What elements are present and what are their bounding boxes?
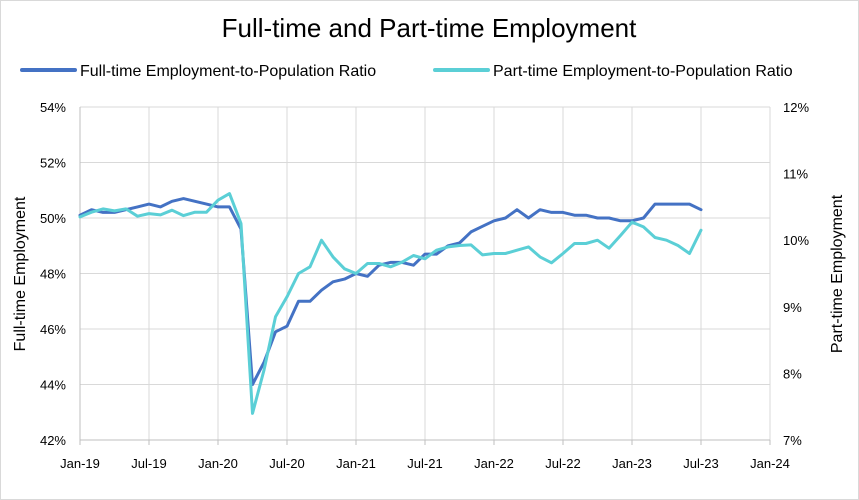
x-tick-label: Jul-19 (131, 456, 166, 471)
y-left-axis-title: Full-time Employment (12, 196, 29, 351)
chart-title: Full-time and Part-time Employment (222, 13, 637, 43)
y-right-tick-label: 7% (783, 433, 802, 448)
y-right-tick-label: 11% (783, 167, 808, 182)
y-right-tick-label: 12% (783, 100, 809, 115)
legend-label-full-time: Full-time Employment-to-Population Ratio (80, 63, 376, 80)
y-right-tick-label: 9% (783, 300, 802, 315)
y-left-tick-label: 48% (40, 267, 66, 282)
y-left-tick-label: 46% (40, 322, 66, 337)
series-line-part-time (78, 192, 703, 415)
x-tick-label: Jan-24 (750, 456, 790, 471)
gridlines (80, 106, 771, 440)
x-tick-label: Jan-23 (612, 456, 652, 471)
y-left-tick-label: 44% (40, 378, 66, 393)
y-right-tick-label: 10% (783, 233, 809, 248)
y-left-tick-label: 42% (40, 433, 66, 448)
y-right-axis-title: Part-time Employment (829, 194, 846, 353)
x-tick-label: Jan-21 (336, 456, 376, 471)
axes: 42% 44% 46% 48% 50% 52% 54% 7% 8% 9% 10% 11% 12% Jan-… (40, 100, 809, 471)
x-tick-label: Jul-20 (269, 456, 304, 471)
x-tick-label: Jan-20 (198, 456, 238, 471)
y-left-tick-label: 54% (40, 100, 66, 115)
legend: Full-time Employment-to-Population Ratio… (20, 63, 793, 80)
series-line-full-time (78, 197, 703, 386)
x-tick-label: Jul-21 (407, 456, 442, 471)
legend-label-part-time: Part-time Employment-to-Population Ratio (493, 63, 793, 80)
y-right-tick-label: 8% (783, 366, 802, 381)
x-tick-label: Jul-22 (545, 456, 580, 471)
x-tick-label: Jul-23 (683, 456, 718, 471)
y-left-tick-label: 52% (40, 156, 66, 171)
x-tick-label: Jan-22 (474, 456, 514, 471)
x-tick-label: Jan-19 (60, 456, 100, 471)
plot-area (78, 192, 703, 415)
y-left-tick-label: 50% (40, 211, 66, 226)
